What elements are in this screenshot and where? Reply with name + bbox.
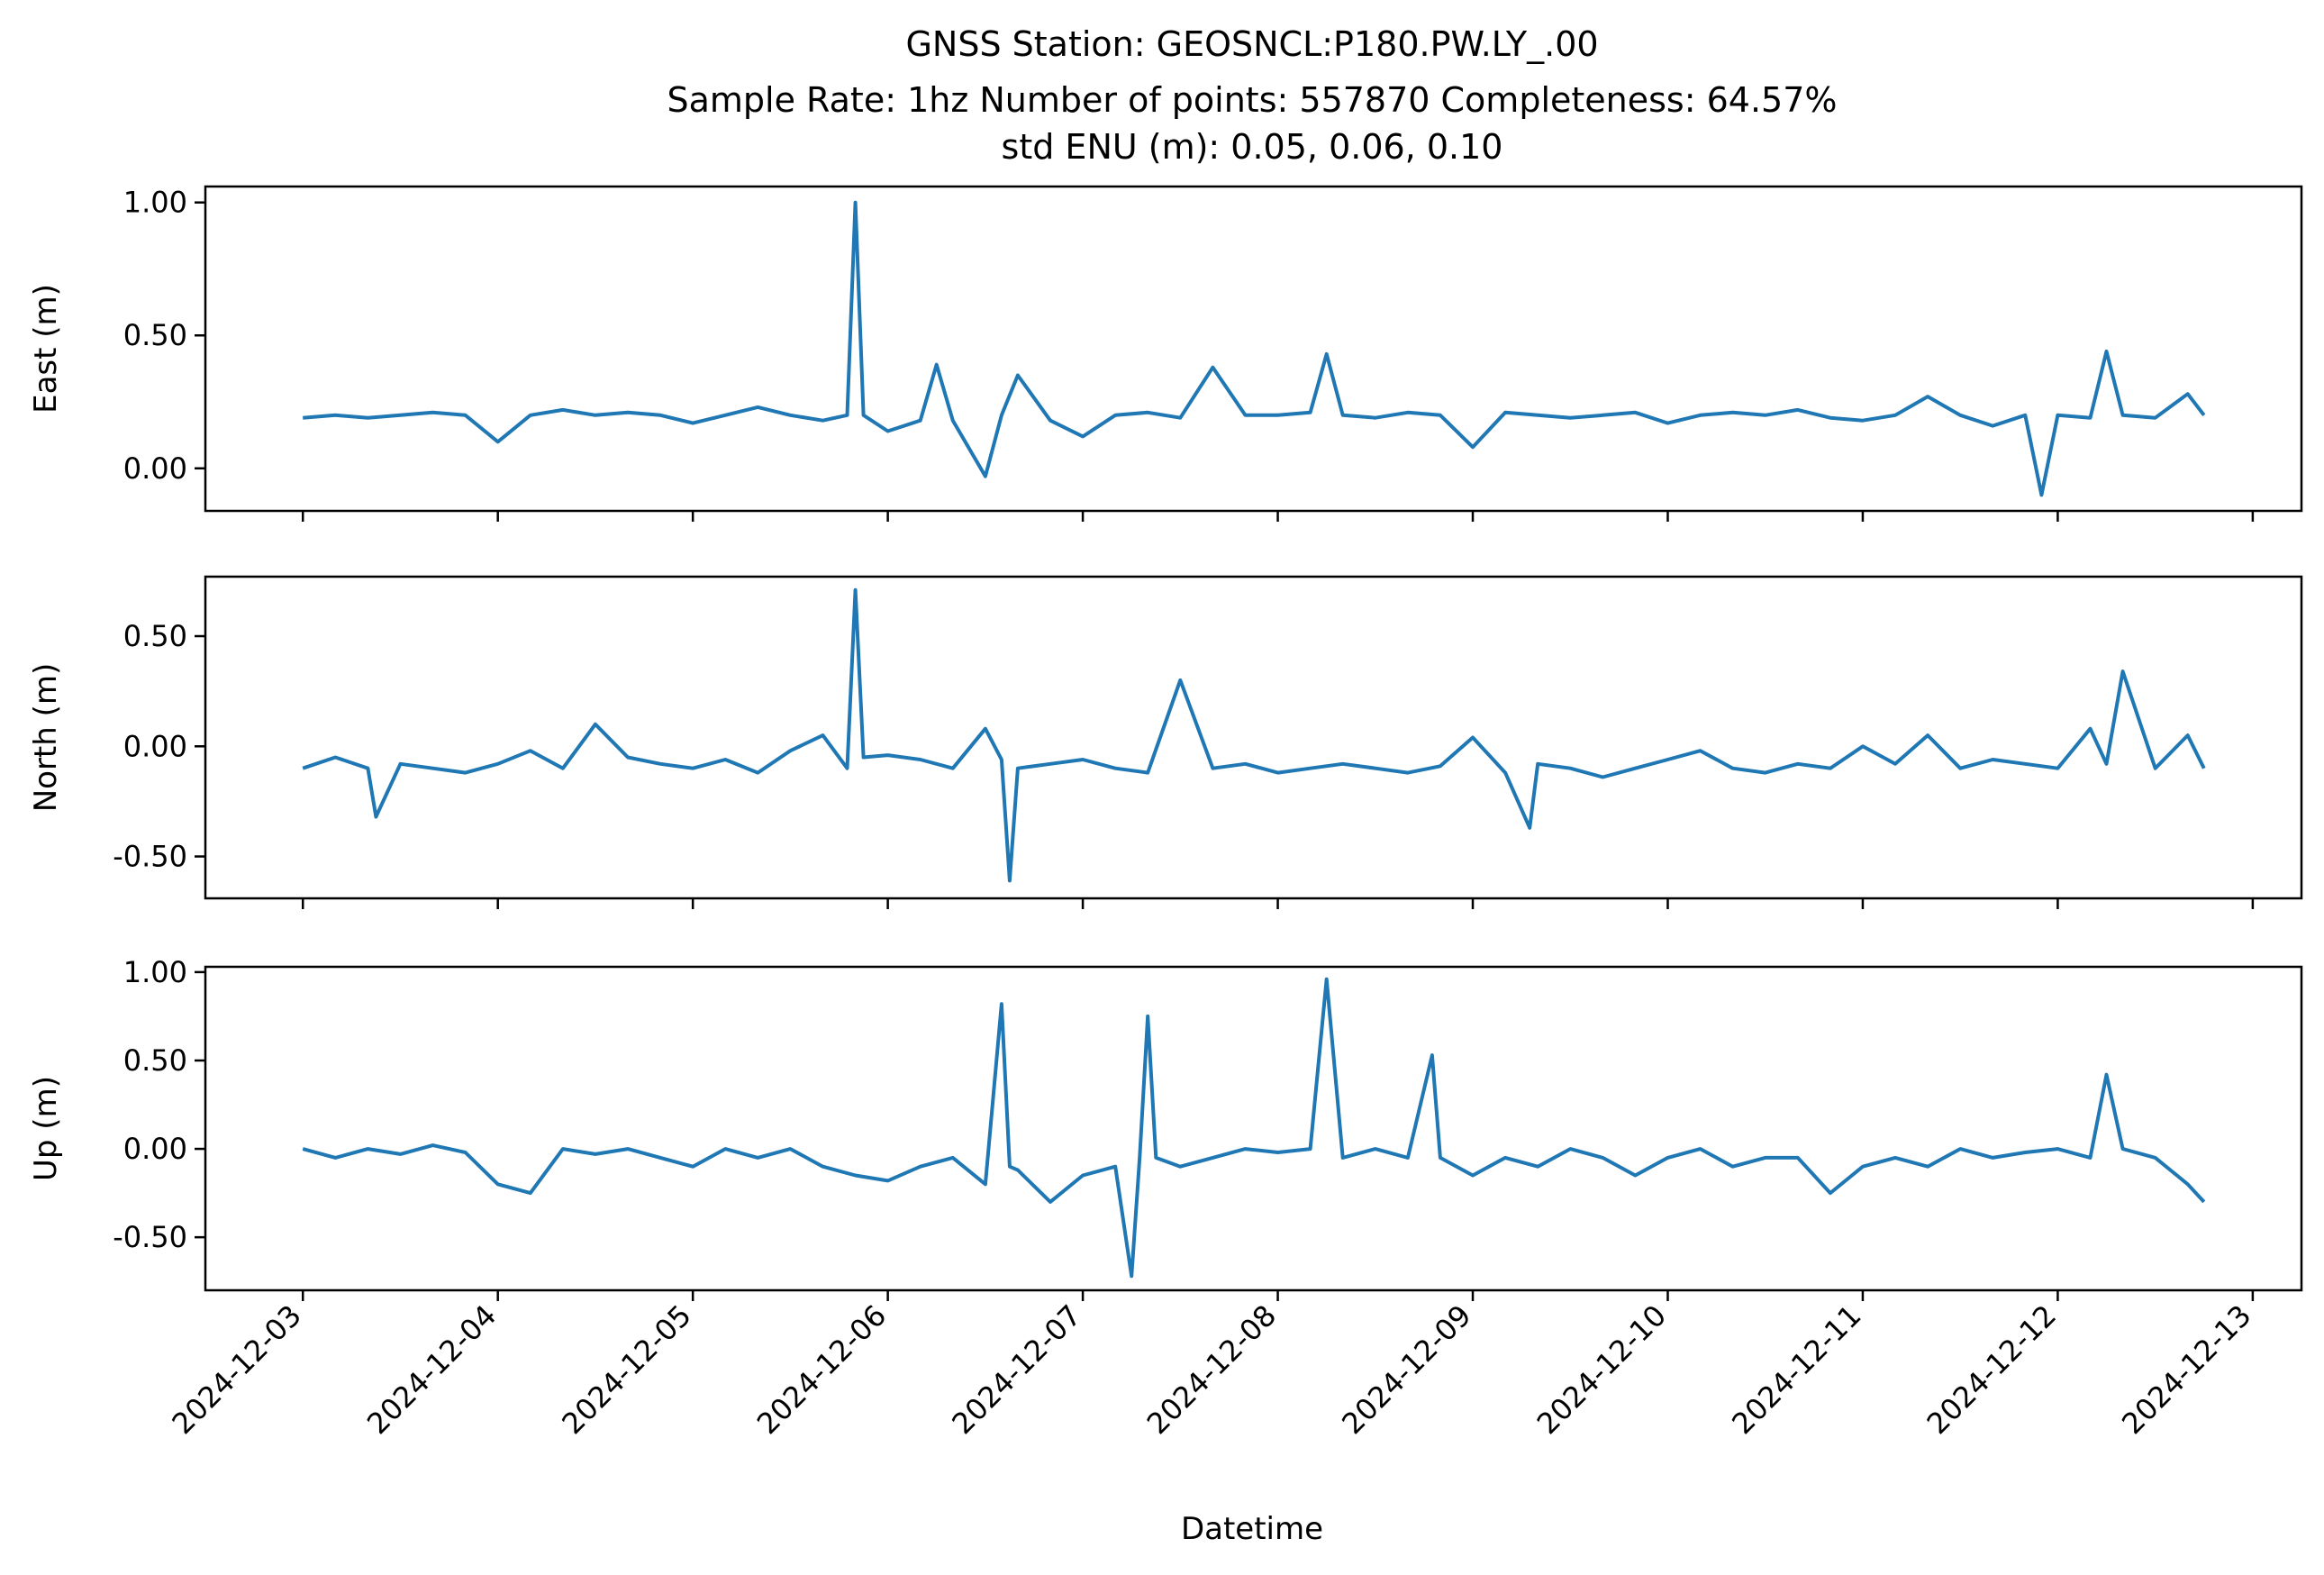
- north-y-tick-label: 0.00: [123, 729, 187, 763]
- up-y-tick-label: 0.50: [123, 1043, 187, 1078]
- x-axis-label: Datetime: [1181, 1511, 1323, 1547]
- north-series-line: [302, 587, 2206, 883]
- north-y-tick-label: -0.50: [113, 840, 187, 874]
- east-y-tick-label: 0.50: [123, 318, 187, 352]
- north-y-tick-label: 0.50: [123, 619, 187, 653]
- east-series-line: [303, 200, 2206, 497]
- up-series-line: [302, 977, 2206, 1279]
- north-axes-frame: [204, 575, 2303, 900]
- up-y-tick-label: 1.00: [123, 955, 187, 989]
- chart-title-line-3: std ENU (m): 0.05, 0.06, 0.10: [1002, 127, 1503, 167]
- east-axes-frame: [204, 185, 2303, 513]
- east-y-axis-label: East (m): [28, 284, 64, 414]
- east-panel: 0.00 0.50 1.00 East (m): [28, 185, 2303, 522]
- up-y-axis-label: Up (m): [28, 1076, 64, 1181]
- up-axes-frame: [204, 965, 2303, 1292]
- chart-title-line-2: Sample Rate: 1hz Number of points: 55787…: [667, 80, 1838, 120]
- north-panel: -0.50 0.00 0.50 North (m): [28, 575, 2303, 909]
- north-y-axis-label: North (m): [28, 663, 64, 813]
- east-y-tick-label: 1.00: [123, 186, 187, 220]
- east-y-tick-label: 0.00: [123, 451, 187, 486]
- chart-title-line-1: GNSS Station: GEOSNCL:P180.PW.LY_.00: [905, 24, 1598, 64]
- up-y-tick-label: -0.50: [113, 1220, 187, 1254]
- up-y-tick-label: 0.00: [123, 1132, 187, 1166]
